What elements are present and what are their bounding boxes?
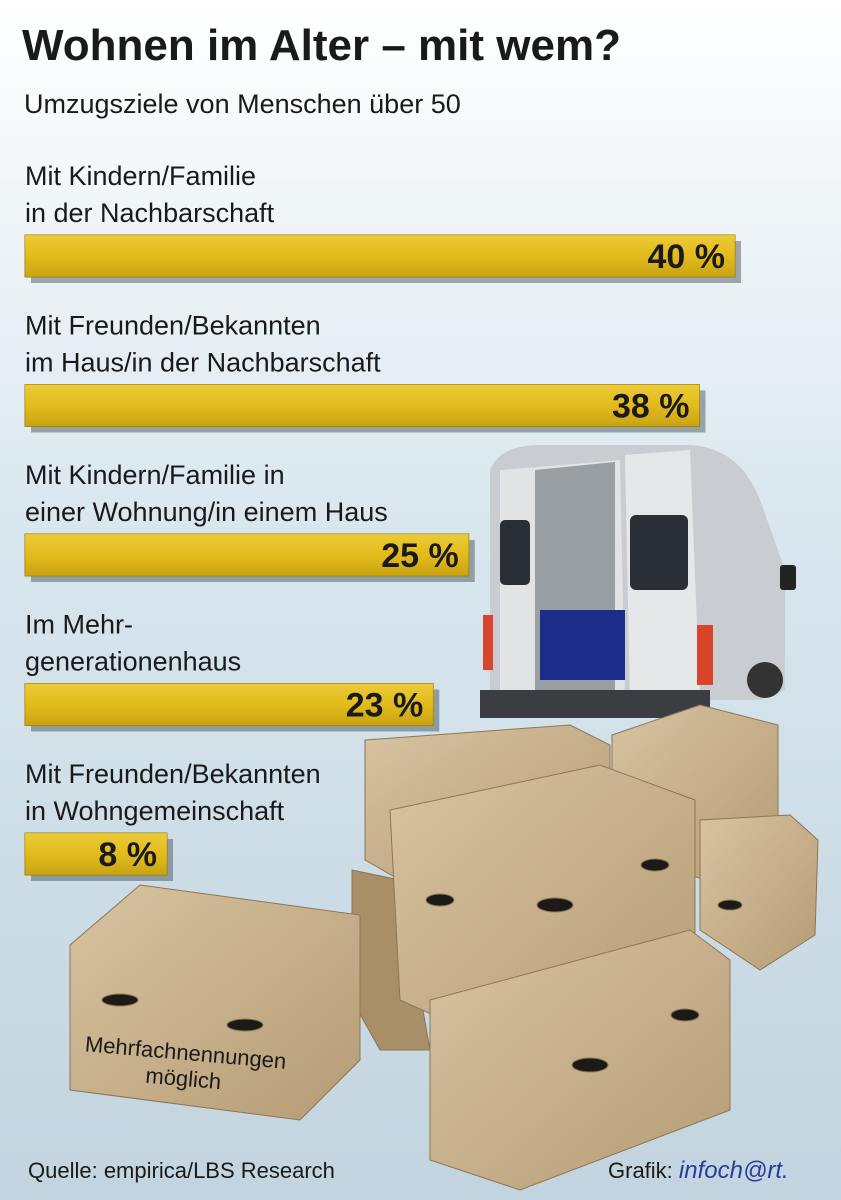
category-label: Im Mehr- xyxy=(25,610,133,640)
credit-brand: infoch@rt. xyxy=(679,1157,789,1184)
bar-shine xyxy=(25,384,700,427)
bar-shine xyxy=(25,235,735,277)
credit: Grafik: infoch@rt. xyxy=(608,1157,789,1184)
category-label: in Wohngemeinschaft xyxy=(25,796,285,826)
chart-title: Wohnen im Alter – mit wem? xyxy=(22,21,621,70)
boxes-illustration xyxy=(69,704,819,1191)
category-label: Mit Freunden/Bekannten xyxy=(25,759,321,789)
category-label: einer Wohnung/in einem Haus xyxy=(25,497,388,527)
category-label: Mit Kindern/Familie xyxy=(25,161,256,191)
value-label: 23 % xyxy=(346,687,424,725)
bar-shine xyxy=(25,683,434,726)
van-illustration xyxy=(480,445,796,718)
category-label: Mit Freunden/Bekannten xyxy=(25,311,321,341)
credit-label: Grafik: xyxy=(608,1158,673,1183)
chart-subtitle: Umzugsziele von Menschen über 50 xyxy=(24,89,461,119)
category-label: Mit Kindern/Familie in xyxy=(25,460,285,490)
category-label: im Haus/in der Nachbarschaft xyxy=(25,348,381,378)
value-label: 38 % xyxy=(612,388,690,426)
bar-shine xyxy=(25,833,167,875)
bar-shine xyxy=(25,534,469,576)
category-label: generationenhaus xyxy=(25,647,241,677)
source: Quelle: empirica/LBS Research xyxy=(28,1158,335,1183)
value-label: 25 % xyxy=(381,537,459,575)
value-label: 40 % xyxy=(648,238,726,276)
value-label: 8 % xyxy=(98,836,157,874)
category-label: in der Nachbarschaft xyxy=(25,198,275,228)
